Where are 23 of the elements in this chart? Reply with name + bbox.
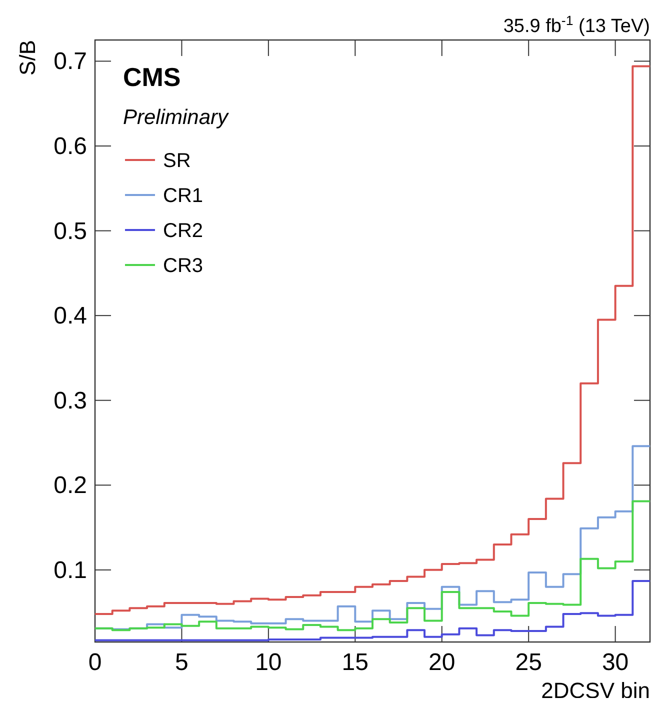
x-tick-label: 25 <box>515 649 542 676</box>
y-tick-label: 0.4 <box>54 302 87 330</box>
annotation: Preliminary <box>123 106 230 129</box>
legend-label: CR2 <box>163 220 204 242</box>
y-tick-label: 0.1 <box>54 556 87 584</box>
legend-label: CR1 <box>163 185 204 207</box>
x-tick-label: 20 <box>428 649 456 676</box>
chart-title: 35.9 fb$^{-1}$ (13 TeV) <box>503 12 650 37</box>
annotation: CMS <box>123 62 181 92</box>
y-axis-title: S/B <box>15 40 40 76</box>
legend-label: CR3 <box>163 255 204 277</box>
y-tick-label: 0.7 <box>54 48 87 76</box>
x-tick-label: 15 <box>342 649 369 676</box>
x-tick-label: 10 <box>255 649 282 676</box>
y-tick-label: 0.3 <box>54 387 87 414</box>
y-tick-label: 0.6 <box>54 132 87 160</box>
y-tick-label: 0.5 <box>54 218 87 245</box>
x-tick-label: 30 <box>602 649 629 676</box>
y-tick-label: 0.2 <box>54 472 87 500</box>
x-tick-label: 0 <box>88 649 102 676</box>
x-axis-title: 2DCSV bin <box>541 678 650 703</box>
legend-label: SR <box>163 150 191 172</box>
x-tick-label: 5 <box>175 649 188 676</box>
